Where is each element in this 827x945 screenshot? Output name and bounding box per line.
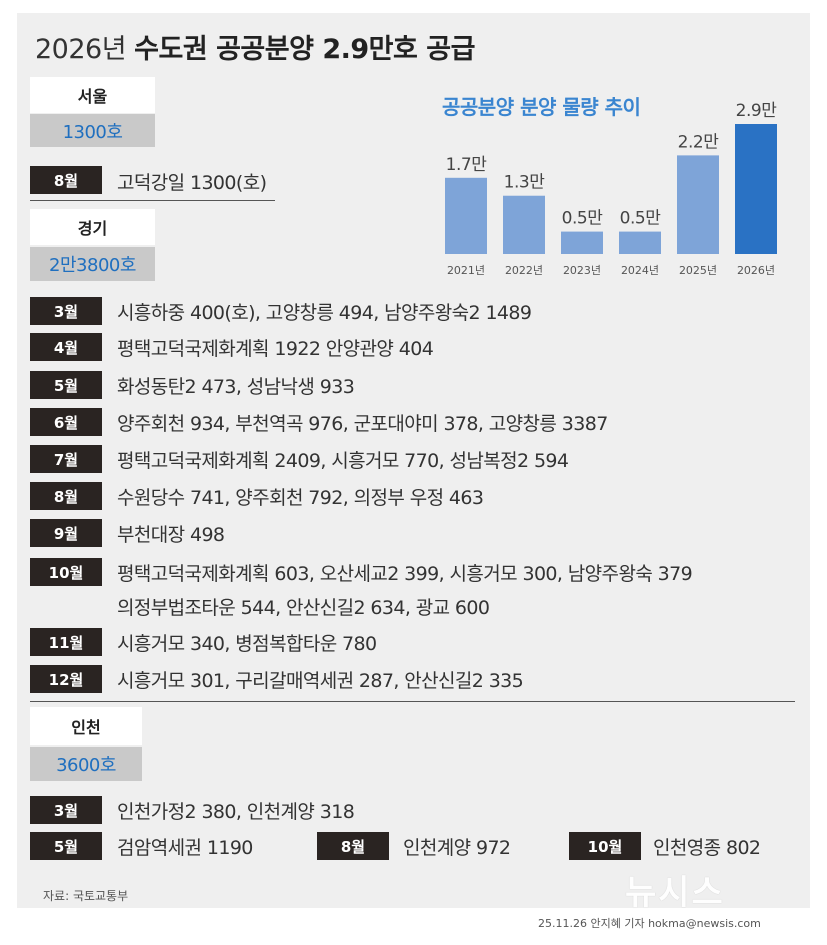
chart-value-label: 2.9만: [736, 101, 778, 121]
gyeonggi-row-text: 시흥거모 301, 구리갈매역세권 287, 안산신길2 335: [117, 670, 524, 692]
infographic-card: 2026년 수도권 공공분양 2.9만호 공급 서울 1300호 8월 고덕강일…: [17, 13, 810, 913]
chart-tick-label: 2026년: [737, 264, 775, 277]
chart-bar: [561, 231, 603, 254]
incheon-row-text: 인천가정2 380, 인천계양 318: [117, 801, 355, 823]
month-badge: 5월: [30, 371, 102, 399]
month-badge: 8월: [317, 832, 389, 860]
month-badge: 10월: [569, 832, 641, 860]
month-badge: 10월: [30, 558, 102, 586]
chart-tick-label: 2021년: [447, 264, 485, 277]
gyeonggi-row-text: 화성동탄2 473, 성남낙생 933: [117, 376, 355, 398]
source-note: 자료: 국토교통부: [43, 889, 129, 903]
chart-value-label: 1.7만: [446, 155, 488, 175]
gyeonggi-row-text: 평택고덕국제화계획 2409, 시흥거모 770, 성남복정2 594: [117, 450, 569, 472]
incheon-row-text: 인천영종 802: [653, 837, 761, 859]
incheon-row-text: 인천계양 972: [403, 837, 511, 859]
chart-value-label: 1.3만: [504, 173, 546, 193]
chart-title: 공공분양 분양 물량 추이: [442, 95, 641, 119]
newsis-logo: 뉴시스: [625, 873, 725, 913]
gyeonggi-row-text: 부천대장 498: [117, 524, 225, 546]
month-badge: 7월: [30, 445, 102, 473]
title-year: 2026년: [35, 34, 127, 65]
month-badge: 11월: [30, 628, 102, 656]
month-badge: 12월: [30, 665, 102, 693]
chart-value-label: 0.5만: [620, 209, 662, 229]
month-badge: 5월: [30, 832, 102, 860]
gyeonggi-row-text: 수원당수 741, 양주회천 792, 의정부 우정 463: [117, 487, 484, 509]
gyeonggi-row-text: 평택고덕국제화계획 603, 오산세교2 399, 시흥거모 300, 남양주왕…: [117, 563, 693, 585]
chart-bar: [677, 155, 719, 254]
seoul-row-text: 고덕강일 1300(호): [117, 172, 267, 194]
region-label-gyeonggi: 경기: [30, 209, 155, 245]
gyeonggi-row-text: 시흥하중 400(호), 고양창릉 494, 남양주왕숙2 1489: [117, 302, 532, 324]
region-total-seoul: 1300호: [30, 114, 155, 147]
chart-value-label: 2.2만: [678, 132, 720, 152]
month-badge: 6월: [30, 408, 102, 436]
chart-tick-label: 2022년: [505, 264, 543, 277]
gyeonggi-row-text: 시흥거모 340, 병점복합타운 780: [117, 633, 377, 655]
credit-line: 25.11.26 안지혜 기자 hokma@newsis.com: [538, 917, 761, 930]
divider: [30, 200, 275, 201]
chart-value-label: 0.5만: [562, 209, 604, 229]
chart-tick-label: 2023년: [563, 264, 601, 277]
chart-bar: [619, 231, 661, 254]
chart-bar: [445, 177, 487, 254]
title-main: 수도권 공공분양 2.9만호 공급: [134, 34, 475, 65]
gyeonggi-row-text-continued: 의정부법조타운 544, 안산신길2 634, 광교 600: [117, 597, 490, 619]
month-badge: 8월: [30, 482, 102, 510]
month-badge: 3월: [30, 297, 102, 325]
month-badge: 4월: [30, 333, 102, 361]
chart-bar: [503, 195, 545, 254]
region-total-gyeonggi: 2만3800호: [30, 247, 155, 281]
month-badge: 3월: [30, 796, 102, 824]
divider: [30, 701, 795, 702]
month-badge: 8월: [30, 166, 102, 194]
gyeonggi-row-text: 평택고덕국제화계획 1922 안양관양 404: [117, 338, 434, 360]
region-total-incheon: 3600호: [30, 747, 142, 781]
region-label-seoul: 서울: [30, 77, 155, 113]
chart-tick-label: 2024년: [621, 264, 659, 277]
chart-tick-label: 2025년: [679, 264, 717, 277]
page-title: 2026년 수도권 공공분양 2.9만호 공급: [35, 27, 475, 66]
chart-bar: [735, 124, 777, 254]
incheon-row-text: 검암역세권 1190: [117, 837, 253, 859]
gyeonggi-row-text: 양주회천 934, 부천역곡 976, 군포대야미 378, 고양창릉 3387: [117, 413, 608, 435]
month-badge: 9월: [30, 519, 102, 547]
bar-chart: 1.7만 2021년 1.3만 2022년 0.5만 2023년 0.5만 2024년 2.2만…: [445, 101, 778, 277]
region-label-incheon: 인천: [30, 707, 142, 745]
